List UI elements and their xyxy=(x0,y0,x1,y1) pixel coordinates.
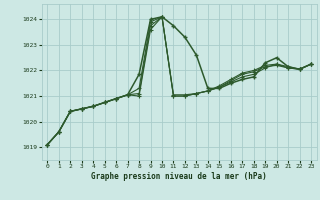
X-axis label: Graphe pression niveau de la mer (hPa): Graphe pression niveau de la mer (hPa) xyxy=(91,172,267,181)
